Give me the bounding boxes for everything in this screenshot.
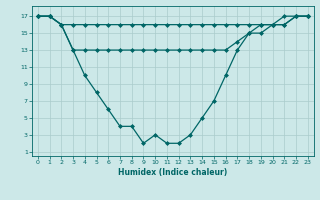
X-axis label: Humidex (Indice chaleur): Humidex (Indice chaleur) <box>118 168 228 177</box>
